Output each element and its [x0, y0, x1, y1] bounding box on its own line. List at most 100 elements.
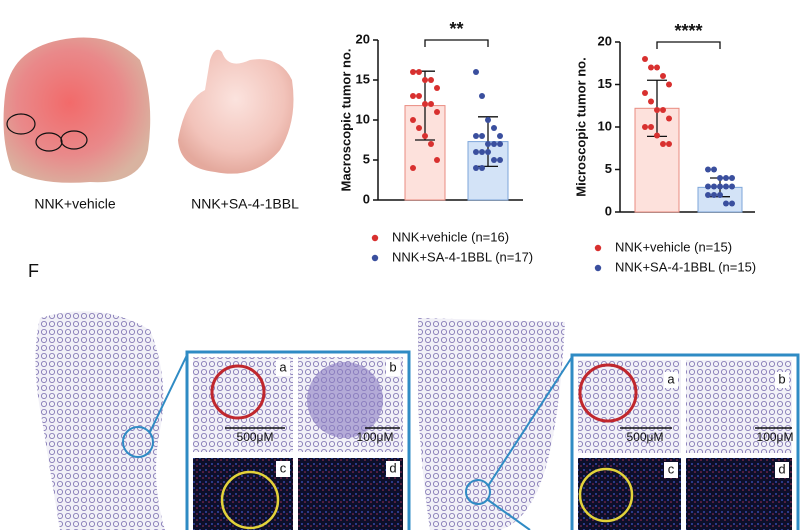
legend-label: NNK+vehicle (n=16) [392, 229, 509, 244]
data-point [416, 69, 422, 75]
data-point [410, 69, 416, 75]
data-point [485, 149, 491, 155]
letter-box [664, 372, 678, 388]
data-point [660, 107, 666, 113]
letter-box [664, 462, 678, 478]
micrograph [298, 458, 403, 530]
circle [122, 426, 154, 458]
y-tick-label: 10 [356, 111, 370, 126]
scale-label: 500μM [627, 430, 664, 444]
circle [220, 470, 280, 530]
data-point [642, 56, 648, 62]
data-point [410, 117, 416, 123]
circle [578, 363, 638, 423]
data-point [491, 157, 497, 163]
y-axis-label: Microscopic tumor no. [573, 57, 588, 196]
data-point [479, 149, 485, 155]
data-point [654, 64, 660, 71]
inset-letter: d [389, 460, 396, 475]
y-tick-label: 20 [598, 33, 612, 48]
data-point [410, 165, 416, 171]
y-tick-label: 20 [356, 31, 370, 46]
y-tick-label: 10 [598, 118, 612, 133]
legend-marker [594, 264, 602, 272]
photo-label: NNK+vehicle [34, 196, 116, 212]
significance-label: **** [674, 21, 702, 41]
data-point [410, 93, 416, 99]
data-point [729, 200, 735, 207]
data-point [422, 133, 428, 139]
y-axis-label: Macroscopic tumor no. [338, 48, 353, 191]
tissue-section [35, 311, 165, 530]
inset-letter: b [389, 359, 396, 374]
y-tick-label: 15 [356, 71, 370, 86]
letter-box [386, 360, 400, 376]
lung-photo [3, 37, 151, 183]
data-point [642, 124, 648, 130]
panel-label: F [28, 261, 39, 281]
data-point [660, 141, 666, 147]
scale-label: 100μM [357, 430, 394, 444]
data-point [428, 101, 434, 107]
inset-letter: a [279, 359, 287, 374]
y-tick-label: 0 [605, 203, 612, 218]
y-tick-label: 0 [363, 191, 370, 206]
y-tick-label: 5 [363, 151, 370, 166]
inset-letter: b [778, 371, 785, 386]
data-point [648, 98, 654, 105]
circle [6, 113, 36, 135]
inset-letter: d [778, 461, 785, 476]
letter-box [775, 462, 789, 478]
circle [465, 479, 491, 505]
data-point [479, 133, 485, 139]
micrograph [686, 458, 792, 530]
circle [210, 364, 266, 420]
scale-label: 100μM [757, 430, 794, 444]
data-point [434, 157, 440, 163]
data-point [666, 81, 672, 88]
data-point [705, 166, 711, 173]
data-point [723, 200, 729, 207]
data-point [729, 183, 735, 190]
data-point [485, 117, 491, 123]
data-point [717, 175, 723, 181]
data-point [648, 64, 654, 71]
nodule [307, 362, 383, 438]
scale-label: 500μM [237, 430, 274, 444]
data-point [654, 107, 660, 113]
circle [60, 130, 88, 150]
data-point [473, 149, 479, 155]
data-point [473, 165, 479, 171]
data-point [434, 85, 440, 91]
data-point [711, 166, 717, 173]
data-point [717, 192, 723, 198]
data-point [666, 141, 672, 147]
connector [487, 356, 573, 487]
data-point [497, 133, 503, 139]
connector [149, 354, 188, 433]
data-point [711, 183, 717, 190]
legend-marker [371, 254, 379, 262]
data-point [422, 77, 428, 83]
data-point [473, 69, 479, 75]
data-point [717, 183, 723, 190]
data-point [705, 183, 711, 190]
data-point [428, 77, 434, 83]
significance-bracket [424, 39, 489, 47]
data-point [642, 90, 648, 96]
data-point [711, 192, 717, 198]
data-point [485, 141, 491, 147]
circle [578, 467, 634, 523]
significance-label: ** [449, 19, 463, 39]
data-point [491, 125, 497, 131]
inset-letter: c [668, 461, 675, 476]
data-point [416, 93, 422, 99]
data-point [666, 115, 672, 122]
data-point [648, 124, 654, 130]
letter-box [276, 360, 290, 376]
legend-marker [371, 234, 379, 242]
data-point [434, 109, 440, 115]
data-point [473, 133, 479, 139]
data-point [428, 141, 434, 147]
